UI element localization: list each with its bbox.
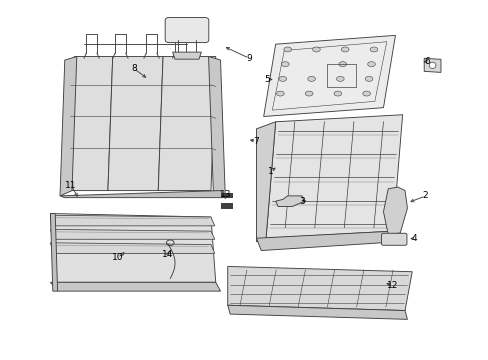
Ellipse shape (336, 76, 344, 81)
Polygon shape (256, 122, 275, 242)
Text: 9: 9 (246, 54, 252, 63)
Polygon shape (265, 115, 402, 238)
Ellipse shape (333, 91, 341, 96)
Polygon shape (263, 35, 395, 117)
Text: 7: 7 (253, 137, 259, 146)
Polygon shape (60, 57, 77, 196)
Text: 10: 10 (112, 253, 123, 262)
Polygon shape (69, 57, 112, 190)
Ellipse shape (307, 76, 315, 81)
Ellipse shape (312, 47, 320, 52)
Polygon shape (50, 215, 214, 226)
Ellipse shape (341, 47, 348, 52)
Text: 14: 14 (162, 249, 173, 258)
Polygon shape (275, 196, 304, 207)
Text: 4: 4 (411, 234, 417, 243)
Ellipse shape (428, 62, 435, 68)
Ellipse shape (281, 62, 288, 67)
Polygon shape (60, 190, 225, 198)
Ellipse shape (279, 76, 286, 81)
Polygon shape (50, 282, 220, 291)
Text: 11: 11 (65, 181, 77, 190)
Ellipse shape (283, 47, 291, 52)
Polygon shape (50, 229, 214, 239)
Polygon shape (227, 305, 407, 319)
FancyBboxPatch shape (381, 233, 406, 245)
Polygon shape (50, 213, 215, 282)
FancyBboxPatch shape (165, 18, 208, 42)
Polygon shape (227, 266, 411, 311)
Text: 6: 6 (424, 57, 429, 66)
Ellipse shape (365, 76, 372, 81)
Polygon shape (383, 187, 407, 235)
Ellipse shape (276, 91, 284, 96)
Text: 8: 8 (131, 64, 137, 73)
Polygon shape (50, 213, 58, 291)
Text: 2: 2 (422, 192, 427, 201)
Text: 1: 1 (267, 167, 273, 176)
Polygon shape (50, 243, 214, 253)
Polygon shape (158, 57, 215, 190)
Ellipse shape (369, 47, 377, 52)
Ellipse shape (367, 62, 375, 67)
Polygon shape (172, 52, 201, 59)
Text: 5: 5 (264, 75, 270, 84)
Text: 3: 3 (299, 197, 304, 206)
Polygon shape (208, 57, 225, 198)
Polygon shape (424, 58, 440, 72)
Text: 12: 12 (386, 282, 398, 290)
Polygon shape (256, 231, 397, 251)
Text: 13: 13 (219, 190, 231, 199)
Ellipse shape (338, 62, 346, 67)
Ellipse shape (305, 91, 312, 96)
Polygon shape (108, 57, 163, 190)
Ellipse shape (362, 91, 370, 96)
Bar (326, 64, 355, 86)
